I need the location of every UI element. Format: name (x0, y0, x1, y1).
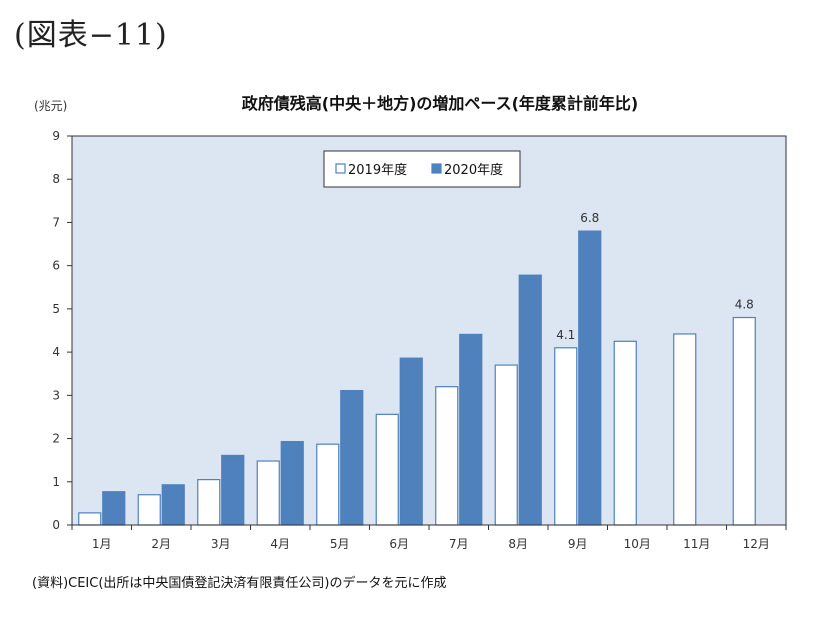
y-tick-label: 9 (52, 129, 60, 143)
bar-2020-6 (399, 357, 423, 526)
bar-2020-1 (102, 491, 126, 526)
bar-2020-4 (280, 440, 304, 526)
plot-frame (71, 135, 787, 526)
x-tick-label: 9月 (568, 537, 588, 551)
bar-2020-5 (340, 389, 364, 526)
x-tick-label: 7月 (449, 537, 469, 551)
bar-2019-2 (137, 494, 161, 526)
x-tick-label: 4月 (270, 537, 290, 551)
legend-swatch-2019 (335, 163, 346, 174)
x-tick-label: 2月 (151, 537, 171, 551)
legend: 2019年度 2020年度 (323, 150, 521, 188)
bar-2019-4 (256, 460, 280, 526)
y-tick-label: 1 (52, 475, 60, 489)
bar-2019-1 (78, 512, 102, 526)
bar-2019-9 (554, 347, 578, 526)
y-tick-label: 0 (52, 518, 60, 532)
y-tick-label: 8 (52, 172, 60, 186)
bar-2019-12 (732, 316, 756, 526)
x-tick-label: 6月 (389, 537, 409, 551)
data-label: 6.8 (580, 211, 599, 225)
bar-2019-6 (375, 413, 399, 526)
x-tick-label: 11月 (683, 537, 710, 551)
plot-area (72, 136, 786, 525)
bar-2019-10 (613, 340, 637, 526)
x-tick-label: 1月 (92, 537, 112, 551)
y-tick-label: 4 (52, 345, 60, 359)
data-label: 4.1 (556, 328, 575, 342)
x-axis: 1月 2月 3月 4月 5月 6月 7月 8月 9月 10月 11月 12月 (71, 525, 787, 551)
bar-2020-7 (459, 333, 483, 526)
y-tick-label: 3 (52, 388, 60, 402)
x-tick-label: 3月 (211, 537, 231, 551)
bars-group (78, 230, 756, 526)
y-tick-label: 7 (52, 215, 60, 229)
bar-2019-3 (197, 479, 221, 526)
data-label: 4.8 (735, 298, 754, 312)
x-tick-label: 5月 (330, 537, 350, 551)
bar-2020-9 (578, 230, 602, 526)
bar-2020-2 (161, 484, 185, 526)
legend-label-2019: 2019年度 (348, 162, 407, 178)
y-tick-label: 6 (52, 259, 60, 273)
bar-2020-8 (518, 274, 542, 526)
y-tick-label: 2 (52, 432, 60, 446)
figure-label: (図表−11) (14, 18, 168, 53)
source-note: (資料)CEIC(出所は中央国債登記決済有限責任公司)のデータを元に作成 (32, 576, 447, 591)
legend-label-2020: 2020年度 (444, 162, 503, 178)
y-axis-unit-label: (兆元) (34, 99, 67, 113)
legend-box (323, 150, 521, 188)
x-tick-label: 8月 (508, 537, 528, 551)
bar-2019-5 (316, 443, 340, 526)
data-labels: 4.1 6.8 4.8 (556, 211, 754, 342)
bar-2019-7 (435, 386, 459, 526)
bar-2020-3 (221, 454, 245, 526)
x-tick-label: 10月 (624, 537, 651, 551)
y-tick-label: 5 (52, 302, 60, 316)
bar-2019-11 (673, 333, 697, 526)
chart-title: 政府債残高(中央＋地方)の増加ペース(年度累計前年比) (242, 94, 638, 113)
x-tick-label: 12月 (743, 537, 770, 551)
y-axis: 0 1 2 3 4 5 6 7 8 9 (52, 129, 72, 532)
bar-2019-8 (494, 364, 518, 526)
legend-swatch-2020 (431, 163, 442, 174)
